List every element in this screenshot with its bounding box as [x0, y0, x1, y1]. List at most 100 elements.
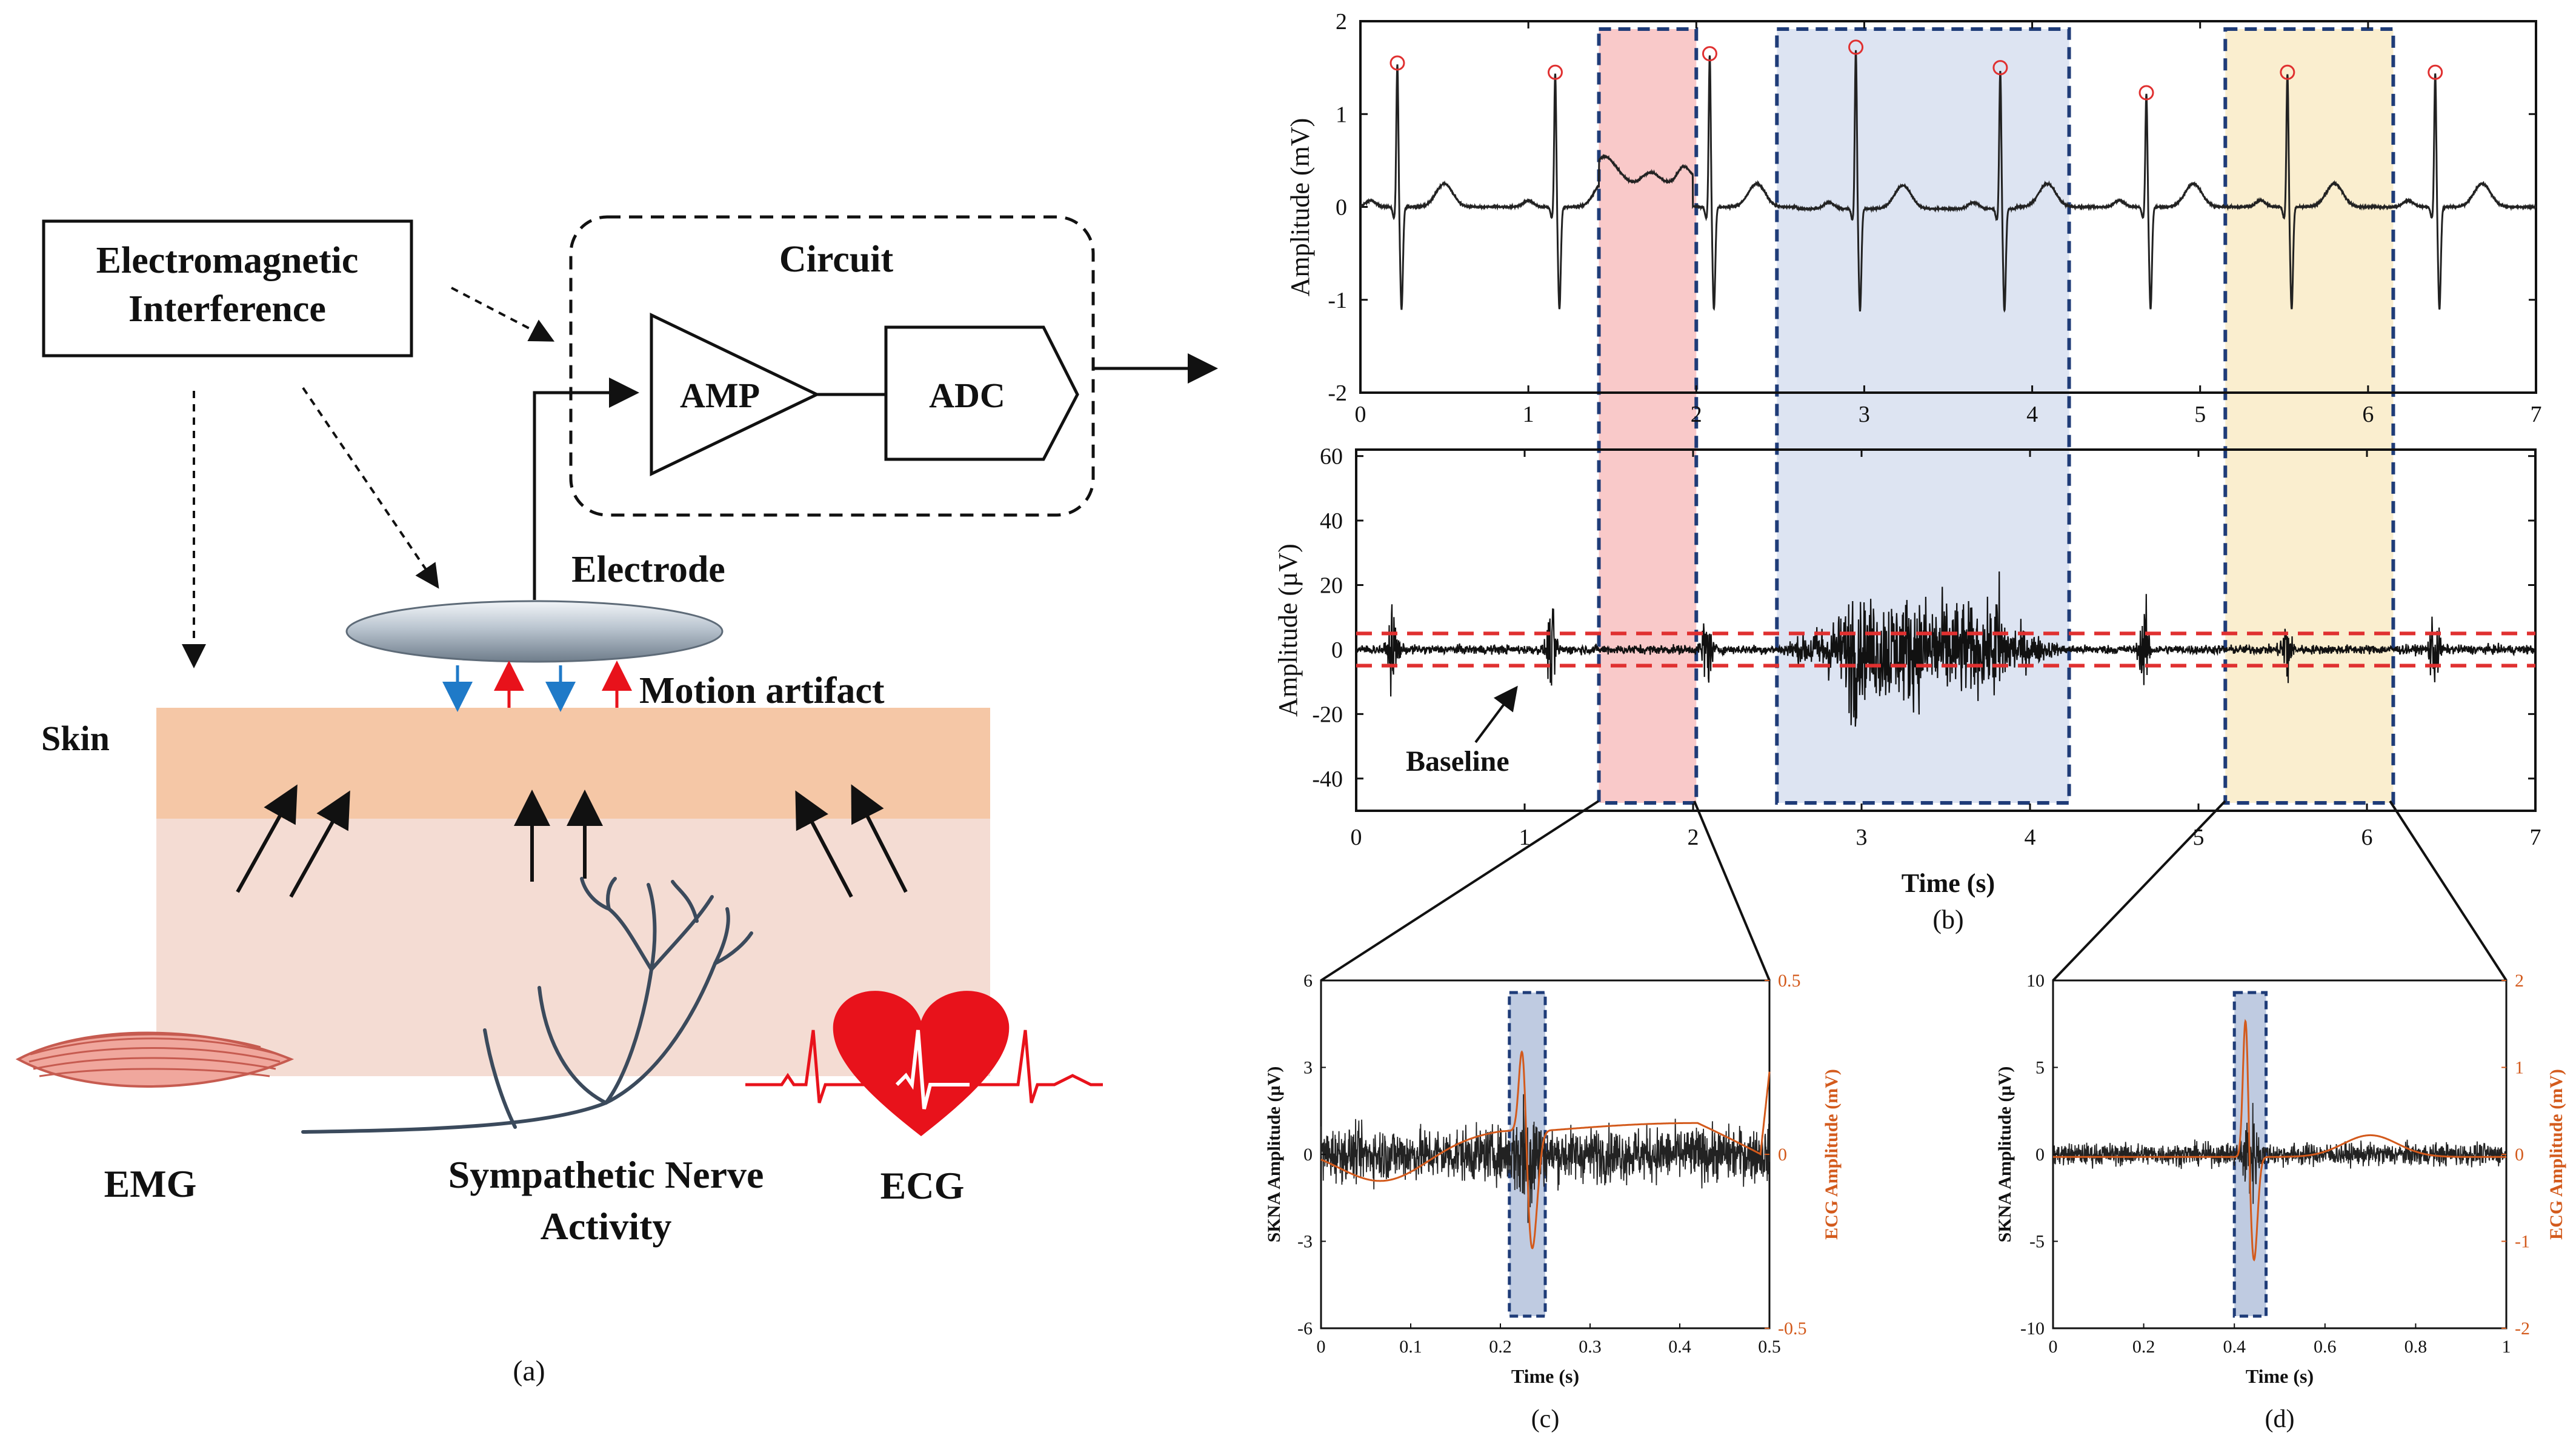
electrode-wire — [533, 378, 639, 600]
ecg-arrow-1 — [795, 790, 853, 898]
amp-block — [650, 313, 820, 476]
zoom-ytick-right-label: -1 — [2515, 1232, 2530, 1252]
zoom-c-ylabel-right: ECG Amplitude (mV) — [1822, 1069, 1842, 1240]
emi-box — [42, 219, 413, 358]
zoom-c-skna-trace — [1320, 1094, 1770, 1223]
ecg-ytick-label: 1 — [1336, 102, 1347, 127]
zoom-d-xlabel: Time (s) — [2246, 1365, 2314, 1387]
zoom-d-skna-trace — [2052, 1103, 2507, 1204]
zoom-d-ecg-trace — [2053, 1019, 2506, 1262]
window-yellow — [2223, 27, 2395, 805]
ecg-xtick-label: 7 — [2531, 402, 2542, 427]
zoom-c-xlabel: Time (s) — [1511, 1365, 1579, 1387]
skna-ytick-label: -40 — [1312, 767, 1343, 792]
emi-label-line1: Electromagnetic — [96, 240, 359, 281]
heart-icon — [745, 991, 1103, 1136]
skna-trace — [1355, 571, 2537, 727]
zoom-d-ylabel-right: ECG Amplitude (mV) — [2546, 1069, 2566, 1240]
r-peak-marker — [1702, 46, 1717, 62]
emi-label-line2: Interference — [128, 288, 326, 330]
ecg-xtick-label: 6 — [2362, 402, 2374, 427]
zoom-xtick-label: 0.5 — [1758, 1337, 1781, 1357]
sna-label-line1: Sympathetic Nerve — [448, 1153, 764, 1196]
zoom-connectors — [1320, 800, 2508, 982]
ecg-xtick-label: 4 — [2026, 402, 2038, 427]
ecg-arrow-2 — [851, 784, 908, 893]
ecg-xtick-label: 0 — [1355, 402, 1366, 427]
adc-block — [884, 325, 1079, 461]
zoom-xtick-label: 0.3 — [1579, 1337, 1602, 1357]
zoom-ytick-right-label: 2 — [2515, 971, 2524, 991]
ecg-label: ECG — [880, 1164, 965, 1207]
zoom-c-ecg-trace — [1320, 1050, 1771, 1249]
emi-arrow-circuit — [451, 287, 555, 342]
zoom-ytick-right-label: 0 — [1778, 1145, 1787, 1165]
circuit-title: Circuit — [779, 239, 894, 280]
panel-c: 0 0.1 0.2 0.3 0.4 0.5 -6 -3 0 3 6 -0.5 0 0.5 SKNA Amp… — [1264, 971, 1842, 1433]
emi-arrow-electrode — [302, 387, 439, 589]
zoom-xtick-label: 0.6 — [2314, 1337, 2337, 1357]
zoom-ytick-right-label: -0.5 — [1778, 1319, 1807, 1339]
zoom-xtick-label: 0 — [1317, 1337, 1326, 1357]
zoom-ytick-label: 6 — [1303, 971, 1313, 991]
zoom-xtick-label: 0.2 — [2132, 1337, 2155, 1357]
zoom-ytick-label: 5 — [2035, 1058, 2045, 1078]
r-peak-marker — [2280, 64, 2295, 80]
r-peak-marker — [1848, 39, 1864, 55]
panel-b: 0 1 2 3 4 5 6 7 -2 -1 0 1 2 Amplitude (mV) 0 1 2 3 4 5 6 7… — [1273, 9, 2542, 934]
zoom-ytick-label: -5 — [2029, 1232, 2045, 1252]
ecg-xtick-label: 5 — [2194, 402, 2206, 427]
zoom-d-ylabel-left: SKNA Amplitude (µV) — [1995, 1066, 2015, 1243]
zoom-xtick-label: 0.2 — [1489, 1337, 1512, 1357]
ecg-xtick-label: 1 — [1523, 402, 1534, 427]
skna-xtick-label: 4 — [2025, 825, 2036, 850]
emg-arrow-1 — [236, 784, 298, 893]
circuit-box — [569, 215, 1095, 517]
skna-ylabel: Amplitude (µV) — [1273, 544, 1303, 717]
skna-ytick-label: -20 — [1312, 702, 1343, 727]
zoom-ytick-right-label: 1 — [2515, 1058, 2524, 1078]
skna-xtick-label: 7 — [2530, 825, 2541, 850]
skna-xtick-label: 2 — [1688, 825, 1699, 850]
zoom-c-ylabel-left: SKNA Amplitude (µV) — [1264, 1066, 1284, 1243]
ecg-ytick-label: 2 — [1336, 9, 1347, 35]
skna-xtick-label: 6 — [2361, 825, 2373, 850]
baseline-pointer — [1474, 685, 1518, 744]
zoom-ytick-label: -3 — [1297, 1232, 1313, 1252]
panel-b-caption: (b) — [1932, 905, 1963, 934]
emg-label: EMG — [104, 1162, 197, 1205]
zoom-ytick-label: 0 — [1303, 1145, 1313, 1165]
zoom-ytick-right-label: -2 — [2515, 1319, 2530, 1339]
ecg-trace — [1360, 50, 2537, 313]
ecg-ylabel: Amplitude (mV) — [1285, 118, 1315, 297]
baseline-label: Baseline — [1406, 745, 1509, 777]
skna-xlabel: Time (s) — [1902, 868, 1995, 898]
skin-label: Skin — [41, 719, 110, 758]
electrode-label: Electrode — [571, 549, 725, 590]
zoom-xtick-label: 0.4 — [2223, 1337, 2246, 1357]
skna-ytick-label: 60 — [1320, 444, 1343, 470]
ecg-xtick-label: 2 — [1691, 402, 1702, 427]
sna-label-line2: Activity — [541, 1205, 672, 1248]
skna-ytick-label: 40 — [1320, 508, 1343, 534]
zoom-xtick-label: 0 — [2049, 1337, 2058, 1357]
amp-label: AMP — [680, 376, 760, 415]
r-peak-marker — [2428, 64, 2443, 80]
r-peak-marker — [1992, 60, 2008, 76]
zoom-ytick-label: 10 — [2026, 971, 2045, 991]
zoom-xtick-label: 0.1 — [1399, 1337, 1422, 1357]
r-peak-marker — [2138, 85, 2154, 101]
zoom-ytick-label: -10 — [2020, 1319, 2045, 1339]
skna-xtick-label: 1 — [1519, 825, 1531, 850]
nerve-icon — [301, 877, 753, 1134]
skna-ytick-label: 20 — [1320, 573, 1343, 599]
zoom-ytick-label: -6 — [1297, 1319, 1313, 1339]
panel-a: Skin Electromagnetic Interference Circui… — [15, 215, 1218, 1387]
r-peak-marker — [1390, 55, 1405, 71]
panel-a-caption: (a) — [513, 1355, 545, 1387]
skin-top-layer — [156, 708, 990, 819]
skna-xtick-label: 0 — [1351, 825, 1362, 850]
